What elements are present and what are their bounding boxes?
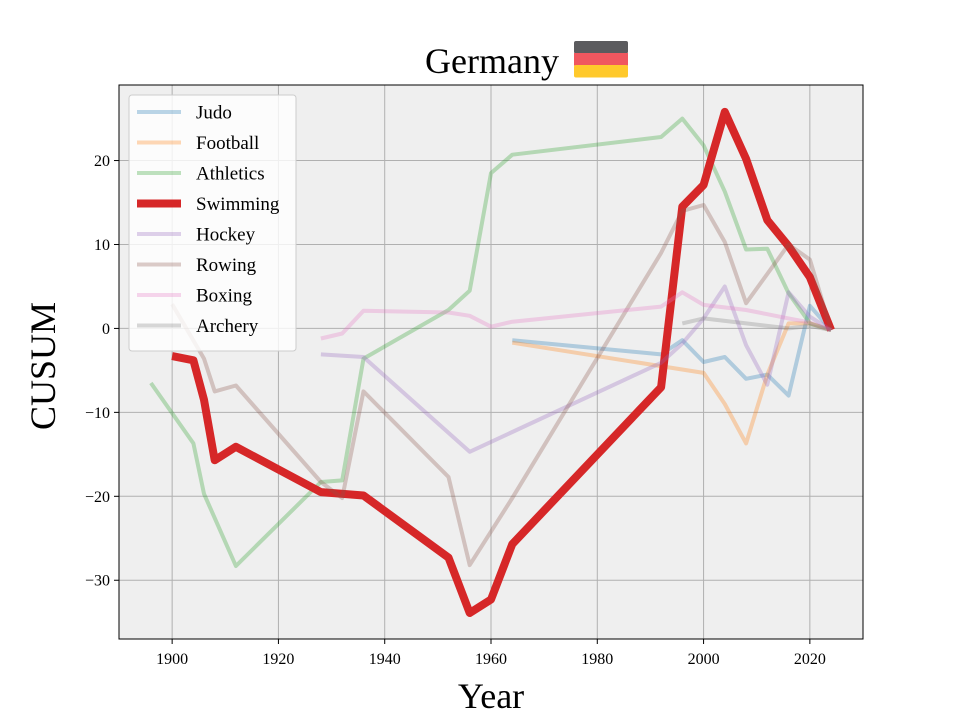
series-line-hockey — [320, 284, 833, 454]
legend-label: Rowing — [196, 255, 257, 276]
x-tick-label: 1900 — [156, 651, 188, 668]
series-line-swimming — [171, 107, 835, 617]
legend-label: Boxing — [196, 286, 252, 307]
flag-stripe — [574, 41, 628, 54]
series-line-judo — [512, 303, 833, 398]
y-tick-label: 20 — [94, 153, 110, 170]
axis-ticks: 1900 1920 1940 1960 1980 2000 2020 −30 −20 −10 0 10… — [85, 153, 826, 668]
series-layer — [149, 107, 835, 617]
series-line-archery — [681, 316, 832, 333]
legend-label: Judo — [196, 103, 232, 124]
x-tick-label: 2020 — [794, 651, 826, 668]
legend-label: Archery — [196, 316, 259, 337]
y-tick-label: −20 — [85, 489, 110, 506]
y-tick-label: −10 — [85, 405, 110, 422]
series-line-boxing — [320, 290, 832, 341]
legend-box — [128, 94, 297, 352]
legend: Judo Football Athletics Swimming Hockey Rowin… — [128, 94, 297, 352]
chart-title-group: Germany — [425, 41, 628, 81]
legend-label: Swimming — [196, 194, 280, 215]
germany-flag-icon — [574, 41, 628, 78]
y-axis-label: CUSUM — [23, 302, 63, 430]
chart-title: Germany — [425, 41, 559, 81]
x-axis-label: Year — [458, 676, 524, 716]
y-tick-label: 10 — [94, 237, 110, 254]
legend-label: Football — [196, 133, 259, 154]
legend-label: Hockey — [196, 225, 256, 246]
flag-stripe — [574, 53, 628, 66]
x-tick-label: 1940 — [369, 651, 401, 668]
y-tick-label: 0 — [102, 321, 110, 338]
series-line-athletics — [149, 116, 832, 568]
x-tick-label: 1920 — [262, 651, 294, 668]
series-line-football — [511, 321, 832, 446]
x-tick-label: 1960 — [475, 651, 507, 668]
x-tick-label: 1980 — [581, 651, 613, 668]
flag-stripe — [574, 65, 628, 78]
legend-label: Athletics — [196, 164, 265, 185]
y-tick-label: −30 — [85, 573, 110, 590]
x-tick-label: 2000 — [688, 651, 720, 668]
grid — [119, 85, 863, 639]
series-line-rowing — [170, 203, 834, 568]
